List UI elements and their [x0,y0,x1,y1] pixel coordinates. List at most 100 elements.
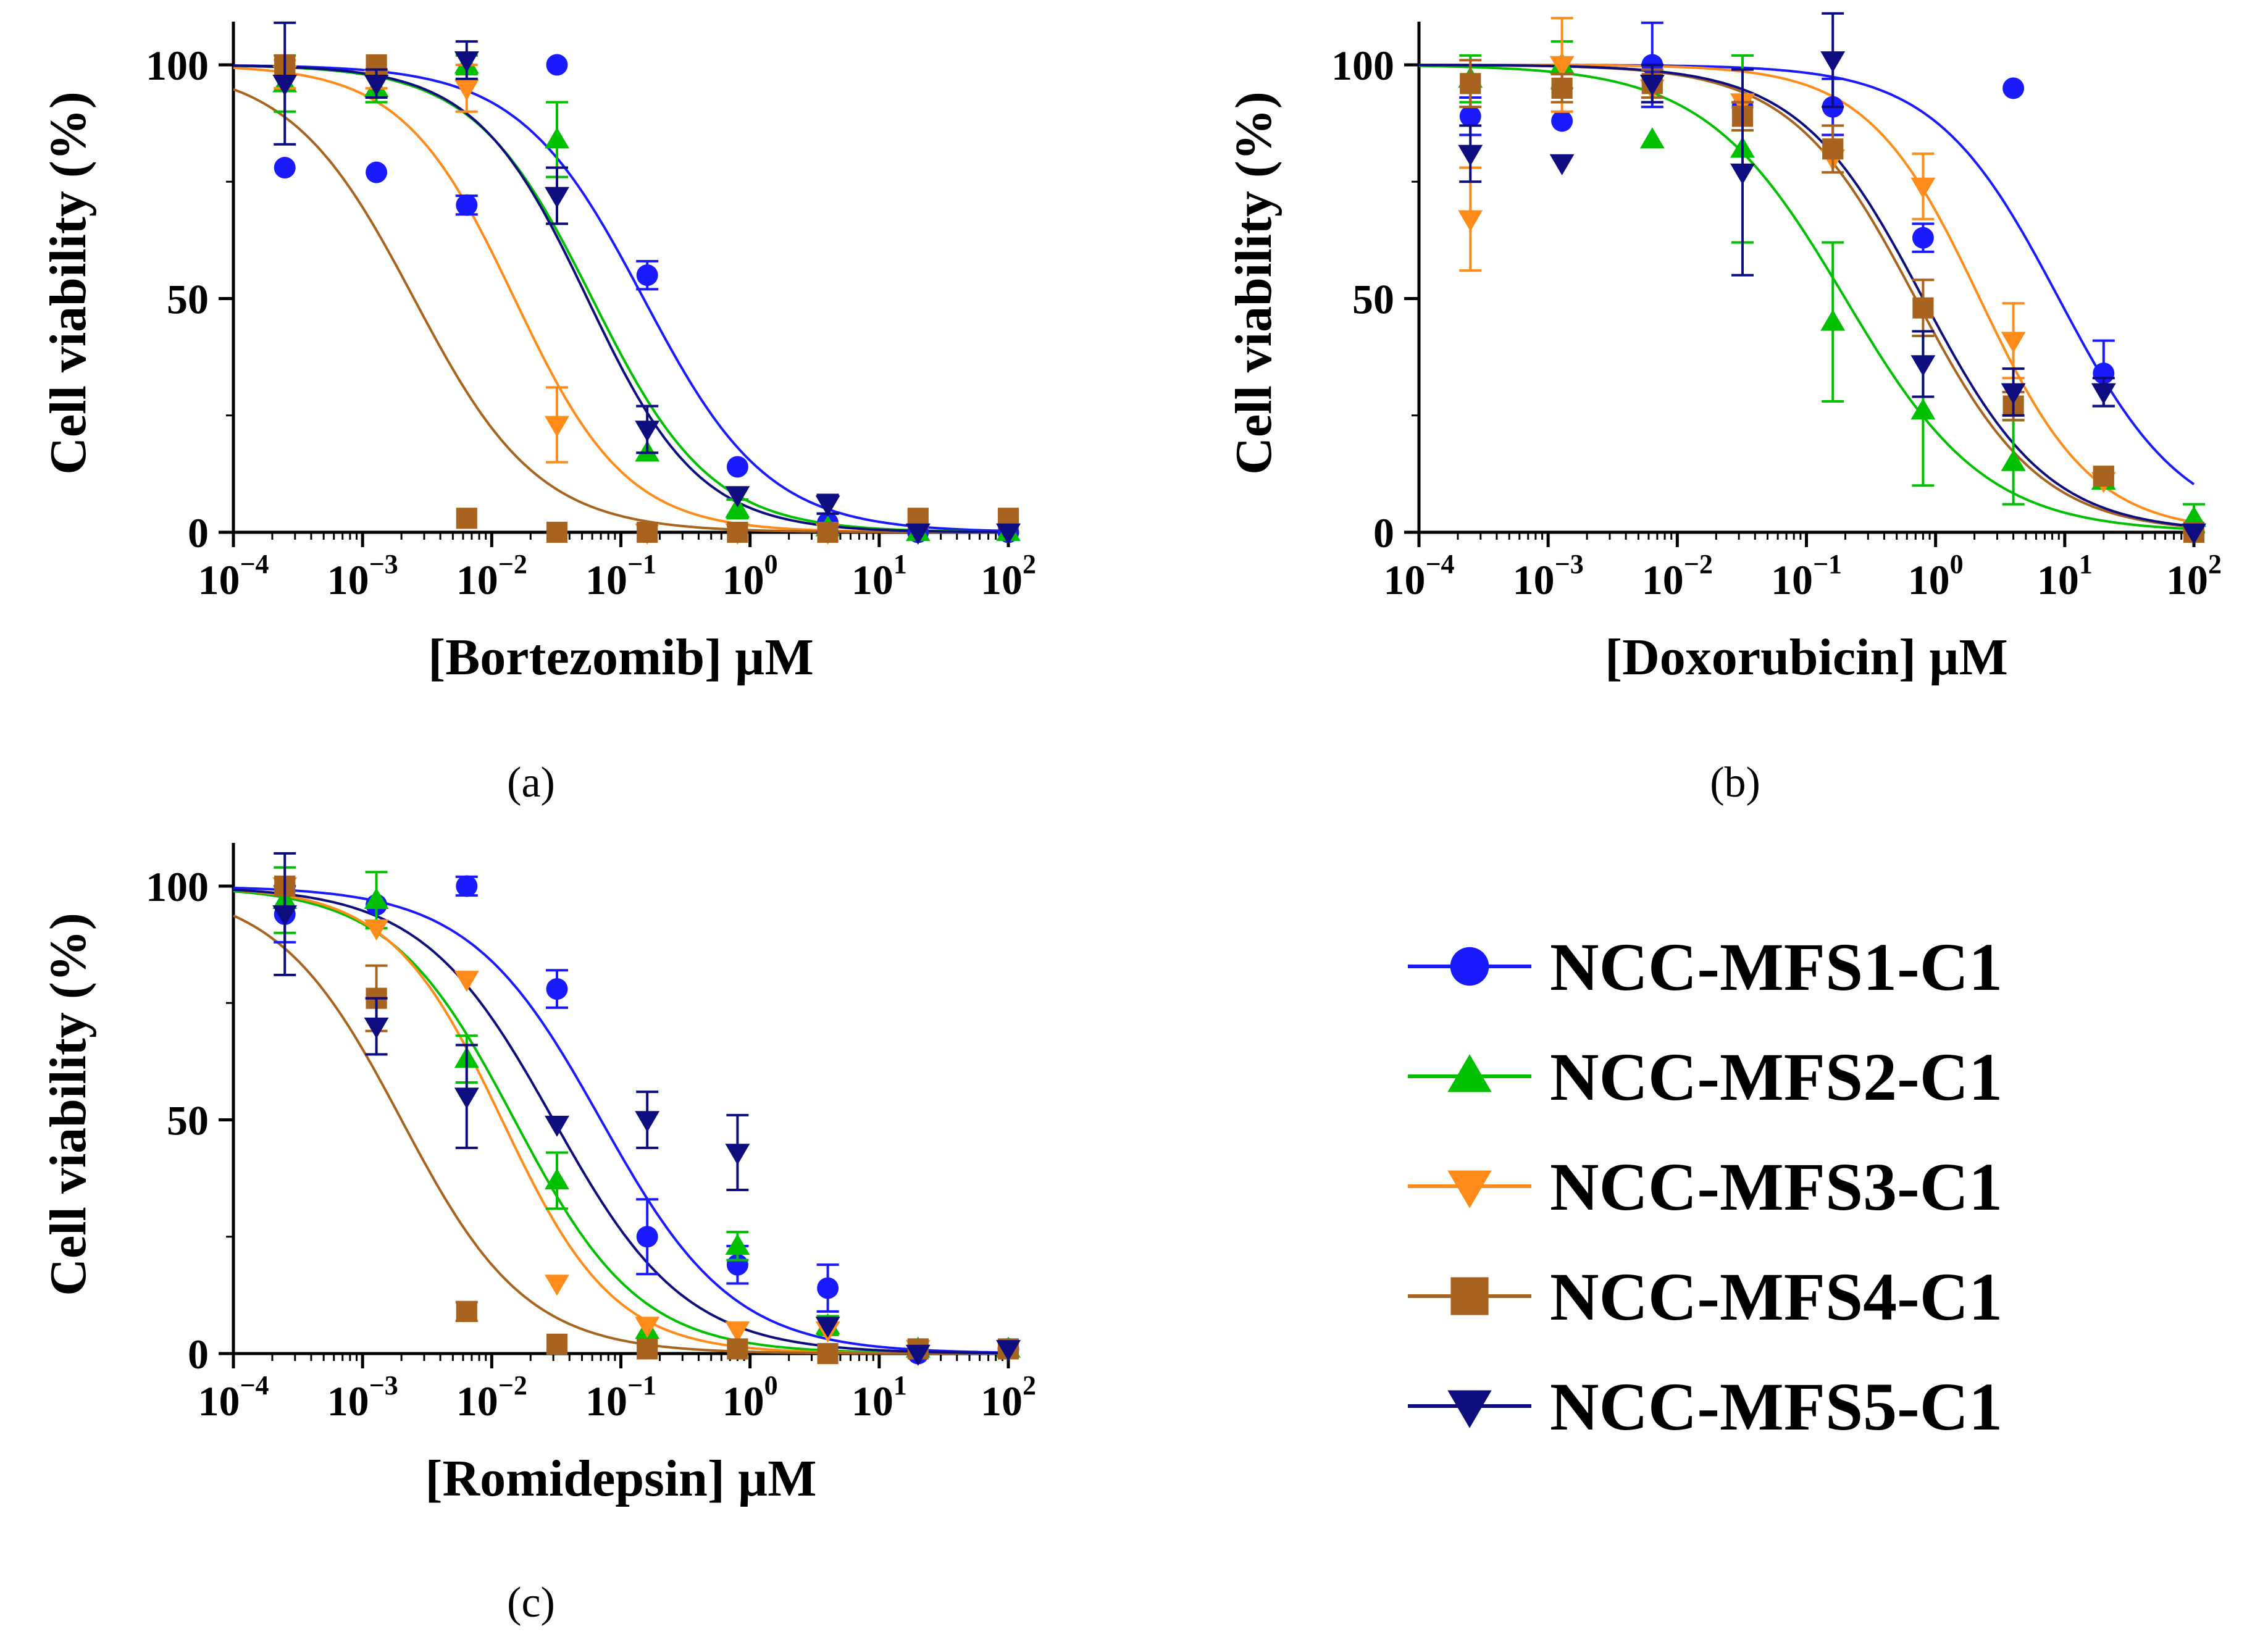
x-tick-label: 100 [1908,549,1964,603]
x-tick-label: 100 [722,1370,778,1425]
point-ncc-mfs3-c1 [1910,177,1936,199]
point-ncc-mfs5-c1 [725,1144,750,1165]
point-ncc-mfs1-c1 [456,194,478,216]
legend-label-ncc-mfs3-c1: NCC-MFS3-C1 [1550,1149,2002,1225]
point-ncc-mfs4-c1 [456,1300,477,1322]
fit-curve-ncc-mfs1-c1 [233,64,1009,532]
point-ncc-mfs5-c1 [815,1317,840,1338]
fit-curve-ncc-mfs1-c1 [233,886,1009,1354]
x-axis-title: [Romidepsin] µM [425,1450,816,1507]
point-ncc-mfs5-c1 [364,75,389,96]
point-ncc-mfs3-c1 [454,79,479,101]
legend-label-ncc-mfs1-c1: NCC-MFS1-C1 [1550,929,2002,1005]
x-tick-label: 10−4 [198,1370,269,1425]
point-ncc-mfs2-c1 [364,887,389,909]
x-axis-title: [Bortezomib] µM [428,629,814,686]
point-ncc-mfs3-c1 [1549,56,1575,77]
point-ncc-mfs1-c1 [274,157,296,179]
point-ncc-mfs3-c1 [2001,332,2026,353]
x-tick-label: 10−4 [1383,549,1454,603]
x-tick-label: 10−2 [456,549,527,603]
point-ncc-mfs1-c1 [636,1226,658,1248]
y-tick-label: 50 [1352,276,1394,323]
fit-curve-ncc-mfs5-c1 [233,64,1008,534]
panel-bortezomib: 10−4 10−3 10−2 10−1 100 101 102 0 50 100 [Bortezom… [40,21,1036,806]
point-ncc-mfs5-c1 [545,1115,569,1137]
point-ncc-mfs5-c1 [1639,75,1665,96]
point-ncc-mfs5-c1 [454,51,479,73]
point-ncc-mfs5-c1 [2001,383,2026,404]
legend-label-ncc-mfs2-c1: NCC-MFS2-C1 [1550,1039,2002,1115]
point-ncc-mfs1-c1 [546,978,568,1000]
point-ncc-mfs5-c1 [1549,154,1575,175]
fit-curve-ncc-mfs5-c1 [233,888,1008,1355]
point-ncc-mfs4-c1 [1912,297,1934,319]
fit-curve-ncc-mfs4-c1 [1419,64,2195,529]
y-tick-label: 0 [188,509,209,556]
fit-curve-ncc-mfs4-c1 [233,914,1008,1355]
point-ncc-mfs5-c1 [635,1111,660,1133]
point-ncc-mfs4-c1 [817,1342,839,1365]
point-ncc-mfs2-c1 [1639,127,1665,149]
point-ncc-mfs3-c1 [545,416,569,437]
point-ncc-mfs4-c1 [546,521,568,543]
fit-curve-ncc-mfs2-c1 [233,890,1008,1355]
legend-marker-ncc-mfs3-c1 [1447,1170,1492,1208]
y-tick-label: 100 [146,42,209,89]
point-ncc-mfs5-c1 [545,186,569,208]
y-axis-title: Cell viability (%) [40,91,97,475]
x-tick-label: 10−3 [327,1370,398,1425]
point-ncc-mfs5-c1 [996,1340,1021,1362]
x-tick-label: 102 [981,549,1036,603]
point-ncc-mfs5-c1 [272,905,298,927]
x-tick-label: 10−3 [327,549,398,603]
y-tick-label: 0 [188,1331,209,1378]
point-ncc-mfs1-c1 [2002,77,2025,99]
point-ncc-mfs2-c1 [2001,450,2026,471]
point-ncc-mfs4-c1 [546,1333,568,1355]
fit-curve-ncc-mfs2-c1 [233,64,1008,534]
point-ncc-mfs1-c1 [726,456,748,478]
legend-label-ncc-mfs5-c1: NCC-MFS5-C1 [1550,1369,2002,1444]
point-ncc-mfs1-c1 [1459,105,1481,127]
y-tick-label: 100 [1331,42,1394,89]
x-tick-label: 10−1 [585,1370,656,1425]
legend-marker-ncc-mfs1-c1 [1450,947,1489,986]
point-ncc-mfs2-c1 [725,1233,750,1255]
fit-curve-ncc-mfs5-c1 [1419,64,2195,528]
y-tick-label: 100 [146,863,209,910]
x-tick-label: 100 [722,549,778,603]
point-ncc-mfs5-c1 [1910,355,1936,377]
point-ncc-mfs1-c1 [366,161,388,183]
point-ncc-mfs1-c1 [817,1277,839,1299]
x-axis-title: [Doxorubicin] µM [1605,629,2008,686]
point-ncc-mfs5-c1 [635,421,660,442]
x-tick-label: 101 [2037,549,2093,603]
point-ncc-mfs1-c1 [456,875,478,897]
point-ncc-mfs5-c1 [364,1017,389,1039]
x-tick-label: 102 [981,1370,1036,1425]
point-ncc-mfs5-c1 [996,523,1021,545]
point-ncc-mfs5-c1 [1458,144,1483,166]
point-ncc-mfs4-c1 [1551,77,1573,99]
point-ncc-mfs3-c1 [545,1275,569,1296]
legend-marker-ncc-mfs5-c1 [1447,1390,1492,1428]
point-ncc-mfs4-c1 [817,521,839,543]
x-tick-label: 102 [2166,549,2222,603]
x-tick-label: 10−1 [585,549,656,603]
y-tick-label: 0 [1373,509,1394,556]
point-ncc-mfs4-c1 [727,1338,748,1360]
point-ncc-mfs3-c1 [635,1317,660,1338]
point-ncc-mfs5-c1 [905,1344,931,1366]
point-ncc-mfs5-c1 [1820,51,1846,73]
panel-romidepsin: 10−4 10−3 10−2 10−1 100 101 102 0 50 100 [Romideps… [40,843,1036,1627]
x-tick-label: 101 [852,1370,907,1425]
y-axis-title: Cell viability (%) [40,913,97,1296]
fit-curve-ncc-mfs2-c1 [1418,64,2195,530]
point-ncc-mfs5-c1 [815,495,840,517]
point-ncc-mfs1-c1 [1912,227,1934,249]
fit-curve-ncc-mfs4-c1 [233,88,1008,534]
point-ncc-mfs3-c1 [1458,210,1483,232]
panel-label: (a) [507,759,555,806]
y-tick-label: 50 [167,1097,209,1144]
